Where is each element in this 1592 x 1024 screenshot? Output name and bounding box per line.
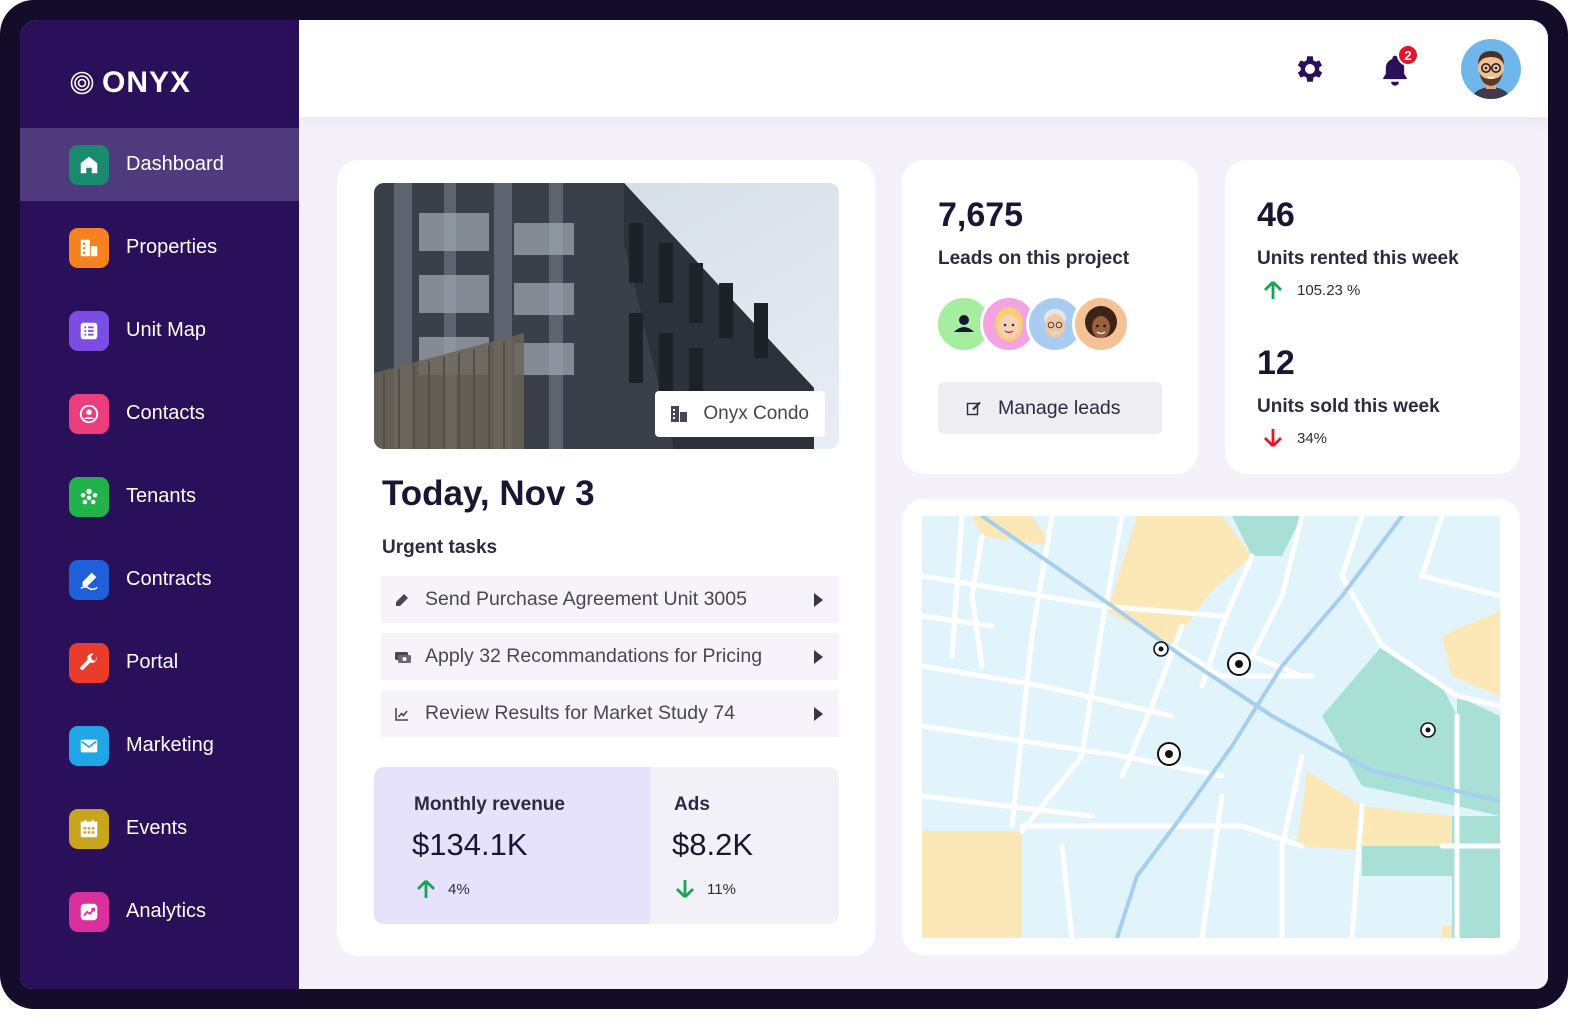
calendar-icon [69, 808, 109, 849]
arrow-up-icon [1264, 281, 1282, 299]
leads-card: 7,675 Leads on this project Manage leads [902, 160, 1198, 474]
onyx-logo-icon [70, 71, 94, 95]
lead-avatar[interactable] [1072, 295, 1130, 353]
sidebar-item-portal[interactable]: Portal [20, 626, 299, 699]
monthly-revenue-tile[interactable]: Monthly revenue $134.1K 4% [374, 767, 650, 924]
arrow-down-icon [676, 880, 694, 898]
sidebar-item-properties[interactable]: Properties [20, 211, 299, 284]
today-title: Today, Nov 3 [382, 474, 595, 513]
property-name-tag[interactable]: Onyx Condo [655, 391, 825, 437]
ads-tile[interactable]: Ads $8.2K 11% [650, 767, 839, 924]
task-item[interactable]: Send Purchase Agreement Unit 3005 [381, 576, 839, 623]
app-screen: ONYX Dashboard Properties Unit Map Conta… [20, 20, 1548, 989]
edit-icon [966, 401, 981, 416]
property-photo: Onyx Condo [374, 183, 839, 449]
money-icon [395, 650, 411, 664]
sidebar-item-unit-map[interactable]: Unit Map [20, 294, 299, 367]
building-icon [69, 227, 109, 268]
sidebar-item-label: Events [126, 817, 188, 839]
map-pin-icon [1157, 742, 1181, 766]
units-rented-trend: 105.23 % [1263, 280, 1360, 300]
device-frame: ONYX Dashboard Properties Unit Map Conta… [0, 0, 1568, 1009]
chevron-right-icon [814, 649, 823, 664]
units-sold-change: 34% [1297, 429, 1328, 447]
sidebar-item-label: Contracts [126, 568, 212, 590]
task-item[interactable]: Review Results for Market Study 74 [381, 690, 839, 737]
brand-name: ONYX [102, 66, 192, 99]
metric-value: $8.2K [672, 827, 754, 862]
sidebar-item-analytics[interactable]: Analytics [20, 875, 299, 948]
chevron-right-icon [814, 706, 823, 721]
metric-label: Monthly revenue [414, 794, 565, 815]
sidebar-item-marketing[interactable]: Marketing [20, 709, 299, 782]
units-sold-label: Units sold this week [1257, 396, 1440, 417]
signature-icon [69, 559, 109, 600]
units-rented-change: 105.23 % [1297, 281, 1361, 299]
sidebar-item-label: Tenants [126, 485, 197, 507]
sidebar-item-contacts[interactable]: Contacts [20, 377, 299, 450]
settings-gear-icon[interactable] [1293, 52, 1327, 86]
task-label: Apply 32 Recommandations for Pricing [425, 645, 763, 667]
sidebar-item-tenants[interactable]: Tenants [20, 460, 299, 533]
mail-icon [69, 725, 109, 766]
sidebar-item-label: Properties [126, 236, 218, 258]
logo[interactable]: ONYX [70, 66, 191, 100]
units-sold-value: 12 [1257, 344, 1295, 382]
map-pin-icon [1227, 652, 1251, 676]
metric-trend: 11% [675, 879, 736, 899]
list-icon [69, 310, 109, 351]
metric-change: 4% [448, 880, 470, 898]
arrow-down-icon [1264, 429, 1282, 447]
sidebar-item-contracts[interactable]: Contracts [20, 543, 299, 616]
sidebar-item-events[interactable]: Events [20, 792, 299, 865]
leads-label: Leads on this project [938, 248, 1130, 269]
metric-trend: 4% [416, 879, 470, 899]
notification-badge: 2 [1397, 44, 1419, 66]
metric-value: $134.1K [412, 827, 528, 862]
property-name: Onyx Condo [703, 403, 809, 424]
people-icon [69, 476, 109, 517]
sidebar: ONYX Dashboard Properties Unit Map Conta… [20, 20, 299, 989]
top-bar: 2 [299, 20, 1548, 117]
map-view[interactable] [922, 516, 1500, 938]
metric-label: Ads [674, 794, 710, 815]
trend-icon [395, 707, 411, 721]
task-label: Send Purchase Agreement Unit 3005 [425, 588, 747, 610]
units-rented-label: Units rented this week [1257, 248, 1459, 269]
map-card [902, 499, 1520, 955]
map-pin-icon [1153, 641, 1169, 657]
sidebar-item-label: Portal [126, 651, 179, 673]
manage-leads-label: Manage leads [998, 396, 1121, 419]
pen-icon [395, 593, 411, 607]
leads-count: 7,675 [938, 196, 1024, 234]
manage-leads-button[interactable]: Manage leads [938, 382, 1162, 434]
task-label: Review Results for Market Study 74 [425, 702, 735, 724]
home-icon [69, 144, 109, 185]
sidebar-item-label: Contacts [126, 402, 205, 424]
map-pin-icon [1420, 722, 1436, 738]
wrench-icon [69, 642, 109, 683]
arrow-up-icon [417, 880, 435, 898]
sidebar-item-label: Unit Map [126, 319, 207, 341]
sidebar-item-label: Analytics [126, 900, 207, 922]
chevron-right-icon [814, 592, 823, 607]
sidebar-item-label: Marketing [126, 734, 214, 756]
units-sold-trend: 34% [1263, 428, 1327, 448]
building-icon [671, 406, 688, 422]
urgent-tasks-heading: Urgent tasks [382, 537, 498, 558]
notifications-bell-icon[interactable]: 2 [1379, 44, 1419, 87]
sidebar-item-dashboard[interactable]: Dashboard [20, 128, 299, 201]
today-card: Onyx Condo Today, Nov 3 Urgent tasks Sen… [337, 160, 875, 956]
units-rented-value: 46 [1257, 196, 1295, 234]
units-card: 46 Units rented this week 105.23 % 12 Un… [1225, 160, 1520, 474]
task-item[interactable]: Apply 32 Recommandations for Pricing [381, 633, 839, 680]
chart-icon [69, 891, 109, 932]
sidebar-item-label: Dashboard [126, 153, 224, 175]
user-avatar[interactable] [1461, 39, 1521, 99]
metric-change: 11% [707, 880, 736, 898]
user-circle-icon [69, 393, 109, 434]
